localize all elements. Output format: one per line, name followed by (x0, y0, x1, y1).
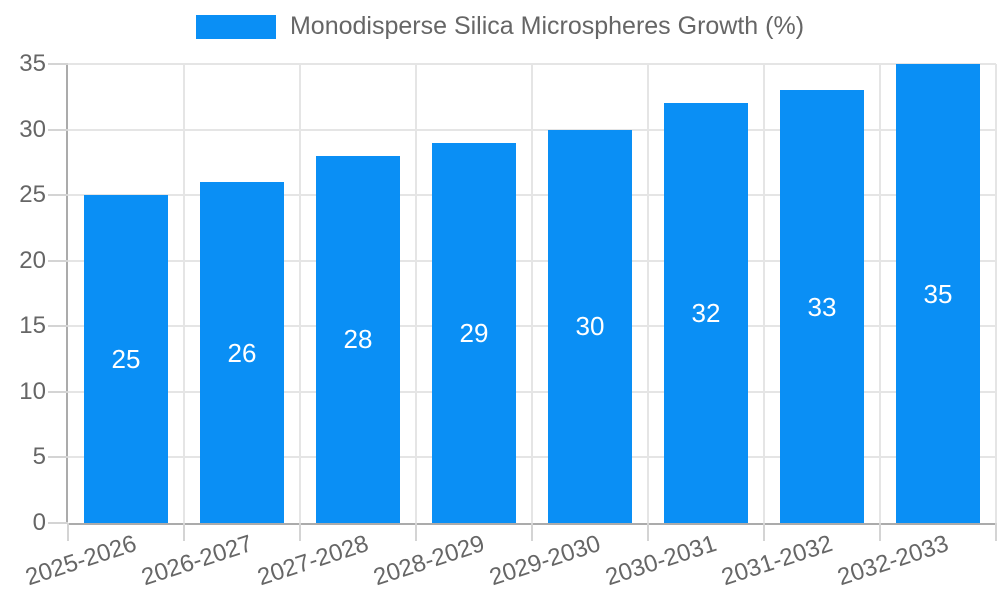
x-tick-mark (995, 523, 997, 541)
y-tick-label: 20 (19, 246, 46, 274)
gridline-vertical (995, 64, 997, 523)
y-tick-label: 15 (19, 312, 46, 340)
y-tick-mark (48, 456, 68, 459)
bar-2030-2031[interactable]: 32 (664, 103, 748, 523)
y-tick-label: 10 (19, 377, 46, 405)
y-tick-mark (48, 63, 68, 65)
bar-2026-2027[interactable]: 26 (200, 182, 284, 523)
x-tick-label: 2029-2030 (486, 530, 605, 592)
y-tick-label: 35 (19, 50, 46, 77)
bar-2028-2029[interactable]: 29 (432, 142, 516, 523)
bar-value-label: 25 (111, 344, 141, 375)
legend-swatch (195, 14, 276, 39)
y-tick-mark (48, 194, 68, 197)
x-tick-label: 2026-2027 (138, 530, 257, 592)
gridline-vertical (763, 64, 765, 523)
gridline-vertical (647, 64, 649, 523)
x-tick-label: 2027-2028 (254, 530, 373, 592)
y-tick-mark (48, 522, 68, 524)
bar-2029-2030[interactable]: 30 (548, 129, 632, 523)
x-tick-mark (415, 523, 417, 541)
legend[interactable]: Monodisperse Silica Microspheres Growth … (0, 14, 1000, 39)
x-tick-label: 2028-2029 (370, 530, 489, 592)
x-tick-mark (531, 523, 533, 541)
bar-value-label: 35 (923, 278, 953, 309)
y-tick-mark (48, 390, 68, 393)
plot-area: 25 26 28 29 30 32 33 35 (66, 63, 997, 525)
bar-value-label: 33 (807, 291, 837, 322)
bar-value-label: 28 (343, 324, 373, 355)
y-tick-label: 30 (19, 115, 46, 143)
y-tick-label: 5 (32, 443, 46, 471)
x-tick-label: 2031-2032 (718, 530, 837, 592)
gridline-vertical (531, 64, 533, 523)
y-tick-label: 0 (32, 509, 46, 536)
x-tick-label: 2032-2033 (834, 530, 953, 592)
bar-2025-2026[interactable]: 25 (84, 195, 168, 523)
legend-label: Monodisperse Silica Microspheres Growth … (289, 12, 805, 40)
y-tick-mark (48, 128, 68, 131)
y-tick-mark (48, 325, 68, 328)
bar-value-label: 29 (459, 317, 489, 348)
x-tick-mark (299, 523, 301, 541)
bar-value-label: 30 (575, 311, 605, 342)
y-tick-mark (48, 259, 68, 262)
x-tick-mark (647, 523, 649, 541)
bar-2032-2033[interactable]: 35 (896, 64, 980, 523)
x-tick-label: 2030-2031 (602, 530, 721, 592)
x-tick-mark (67, 523, 69, 541)
x-tick-mark (763, 523, 765, 541)
bar-value-label: 26 (227, 337, 257, 368)
y-axis-line (66, 64, 68, 523)
x-tick-mark (183, 523, 185, 541)
bar-2027-2028[interactable]: 28 (316, 155, 400, 523)
y-tick-label: 25 (19, 181, 46, 209)
bar-value-label: 32 (691, 298, 721, 329)
gridline-vertical (183, 64, 185, 523)
x-tick-label: 2025-2026 (22, 530, 141, 592)
x-tick-mark (879, 523, 881, 541)
bar-2031-2032[interactable]: 33 (780, 90, 864, 523)
gridline-vertical (879, 64, 881, 523)
gridline-vertical (415, 64, 417, 523)
gridline-vertical (299, 64, 301, 523)
